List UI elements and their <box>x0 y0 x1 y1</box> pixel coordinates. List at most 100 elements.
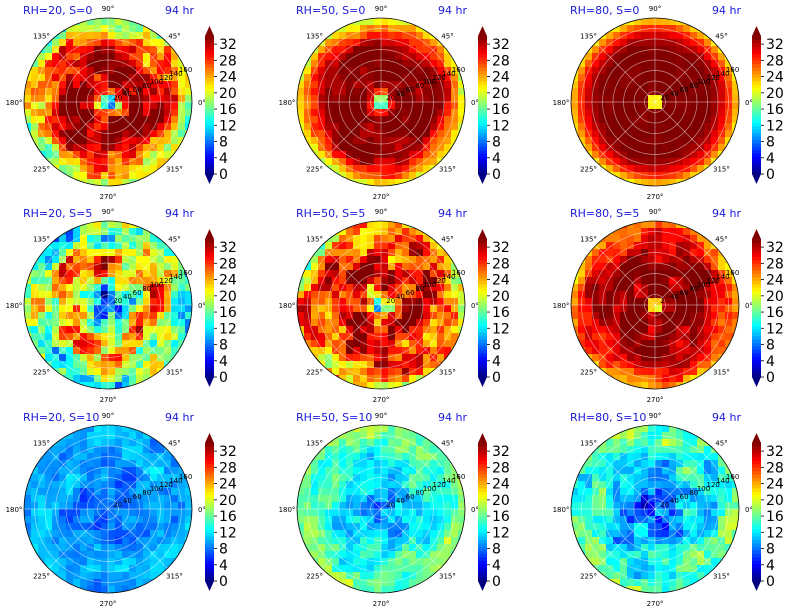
contour-cell <box>31 81 39 89</box>
contour-cell <box>353 291 361 299</box>
contour-cell <box>325 130 333 138</box>
contour-cell <box>430 39 438 47</box>
contour-cell <box>711 102 719 110</box>
contour-cell <box>725 340 733 348</box>
colorbar-segment <box>478 136 487 140</box>
contour-cell <box>80 235 88 243</box>
contour-cell <box>360 354 368 362</box>
colorbar-tick-label: 0 <box>492 574 501 590</box>
contour-cell <box>704 46 712 54</box>
contour-cell <box>388 446 396 454</box>
contour-cell <box>164 144 172 152</box>
contour-cell <box>157 95 165 103</box>
contour-cell <box>38 102 46 110</box>
panel-title: RH=50, S=10 <box>296 411 372 424</box>
contour-cell <box>94 516 102 524</box>
contour-cell <box>683 123 691 131</box>
colorbar-segment <box>205 508 214 513</box>
radial-tick-label: 20 <box>660 297 669 305</box>
contour-cell <box>94 172 102 180</box>
contour-cell <box>59 439 67 447</box>
contour-cell <box>87 340 95 348</box>
contour-cell <box>66 74 74 82</box>
contour-cell <box>704 137 712 145</box>
contour-cell <box>150 284 158 292</box>
contour-cell <box>690 312 698 320</box>
contour-cell <box>599 467 607 475</box>
contour-cell <box>136 460 144 468</box>
contour-cell <box>325 523 333 531</box>
colorbar-segment <box>752 283 761 288</box>
contour-cell <box>367 333 375 341</box>
colorbar-segment <box>205 39 214 44</box>
contour-cell <box>606 270 614 278</box>
contour-cell <box>129 151 137 159</box>
contour-cell <box>129 81 137 89</box>
contour-cell <box>458 319 465 327</box>
contour-cell <box>80 130 88 138</box>
colorbar-segment <box>478 276 487 281</box>
contour-cell <box>325 474 333 482</box>
radial-tick-label: 80 <box>142 82 151 90</box>
contour-cell <box>634 144 642 152</box>
contour-cell <box>402 453 410 461</box>
contour-cell <box>444 123 452 131</box>
contour-cell <box>164 109 172 117</box>
contour-cell <box>94 158 102 166</box>
contour-cell <box>31 263 39 271</box>
contour-cell <box>80 453 88 461</box>
contour-cell <box>683 46 691 54</box>
contour-cell <box>676 481 684 489</box>
contour-cell <box>402 116 410 124</box>
colorbar-segment <box>478 56 487 61</box>
contour-cell <box>115 277 123 285</box>
contour-cell <box>73 312 81 320</box>
contour-cell <box>115 446 123 454</box>
contour-cell <box>66 481 74 489</box>
contour-cell <box>297 116 305 124</box>
contour-cell <box>122 39 130 47</box>
contour-cell <box>683 509 691 517</box>
contour-cell <box>402 565 410 573</box>
contour-cell <box>157 572 165 580</box>
contour-cell <box>388 151 396 159</box>
contour-cell <box>409 151 417 159</box>
contour-cell <box>108 60 116 68</box>
contour-cell <box>451 495 459 503</box>
contour-cell <box>66 123 74 131</box>
colorbar-tick-label: 4 <box>492 558 501 574</box>
contour-cell <box>676 242 684 250</box>
contour-cell <box>711 53 719 61</box>
contour-cell <box>108 277 116 285</box>
contour-cell <box>402 516 410 524</box>
contour-cell <box>108 495 116 503</box>
contour-cell <box>430 109 438 117</box>
contour-cell <box>38 319 46 327</box>
angle-tick-label: 45° <box>168 236 180 244</box>
contour-cell <box>108 235 116 243</box>
contour-cell <box>73 523 81 531</box>
contour-cell <box>641 25 649 33</box>
colorbar-segment <box>205 529 214 534</box>
contour-cell <box>620 312 628 320</box>
contour-cell <box>444 102 452 110</box>
contour-cell <box>94 123 102 131</box>
contour-cell <box>423 158 431 166</box>
contour-cell <box>606 81 614 89</box>
contour-cell <box>388 495 396 503</box>
contour-cell <box>164 116 172 124</box>
contour-cell <box>402 551 410 559</box>
contour-cell <box>157 46 165 54</box>
contour-cell <box>353 263 361 271</box>
contour-cell <box>620 18 628 26</box>
contour-cell <box>430 130 438 138</box>
contour-cell <box>87 382 95 389</box>
contour-cell <box>662 474 670 482</box>
colorbar-segment <box>752 297 761 302</box>
radial-tick-label: 80 <box>142 285 151 293</box>
contour-cell <box>690 481 698 489</box>
colorbar-segment <box>752 294 761 299</box>
contour-cell <box>641 144 649 152</box>
contour-cell <box>108 565 116 573</box>
contour-cell <box>669 291 677 299</box>
